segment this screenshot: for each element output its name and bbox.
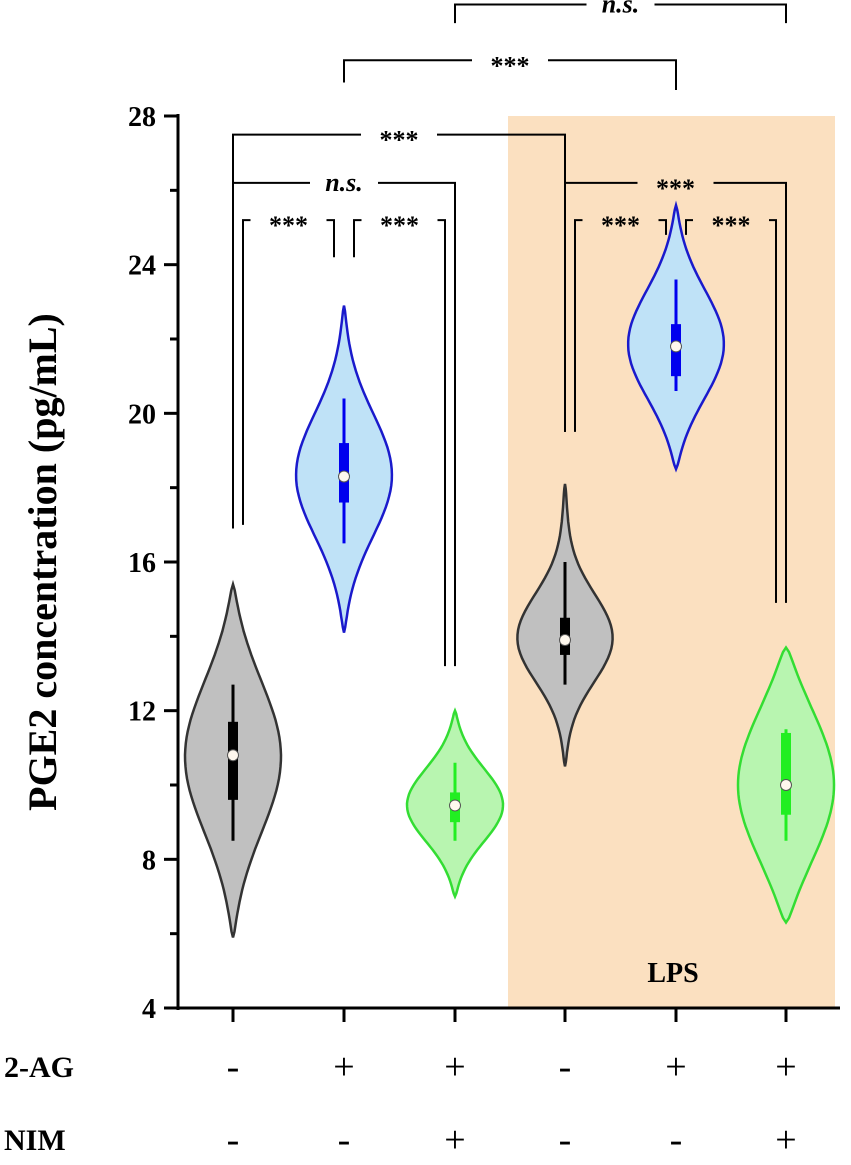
condition-label-2-ag: 2-AG [4, 1051, 74, 1084]
median-point-4 [559, 634, 571, 647]
significance-label: n.s. [325, 168, 363, 197]
condition-symbol: - [338, 1119, 351, 1161]
significance-bracket [564, 181, 787, 603]
significance-label: *** [712, 211, 751, 240]
median-point-3 [449, 799, 461, 812]
significance-bracket [574, 219, 667, 432]
y-tick-label: 20 [128, 399, 156, 430]
median-point-1 [227, 749, 239, 762]
significance-bracket [343, 59, 677, 90]
y-tick-label: 8 [142, 845, 156, 876]
significance-bracket [685, 219, 777, 603]
median-point-6 [780, 779, 792, 791]
significance-label: *** [269, 211, 308, 240]
median-point-5 [670, 340, 682, 353]
significance-label: *** [656, 174, 695, 203]
condition-symbol: + [775, 1119, 796, 1161]
condition-symbol: + [444, 1119, 465, 1161]
lps-label: LPS [647, 958, 698, 989]
condition-symbol: - [559, 1046, 572, 1088]
condition-symbol: - [227, 1046, 240, 1088]
condition-symbol: - [227, 1119, 240, 1161]
iqr-box-6 [781, 732, 791, 815]
significance-bracket [353, 219, 446, 667]
significance-label: *** [491, 51, 530, 80]
condition-symbol: - [559, 1119, 572, 1161]
significance-label: *** [380, 211, 419, 240]
condition-symbol: + [665, 1046, 686, 1088]
significance-bracket [454, 3, 787, 24]
y-axis-title: PGE2 concentration (pg/mL) [20, 313, 65, 811]
y-tick-label: 24 [128, 251, 156, 282]
significance-label: *** [601, 211, 640, 240]
y-tick-label: 16 [128, 548, 156, 579]
median-point-2 [338, 470, 350, 483]
significance-label: n.s. [602, 0, 640, 19]
y-tick-label: 4 [142, 994, 156, 1025]
condition-symbol: - [670, 1119, 683, 1161]
condition-symbol: + [444, 1046, 465, 1088]
condition-label-nim: NIM [4, 1124, 66, 1157]
significance-bracket [242, 219, 335, 525]
condition-symbol: + [775, 1046, 796, 1088]
significance-label: *** [380, 126, 419, 155]
condition-symbol: + [333, 1046, 354, 1088]
y-tick-label: 12 [128, 697, 156, 728]
y-tick-label: 28 [128, 102, 156, 133]
